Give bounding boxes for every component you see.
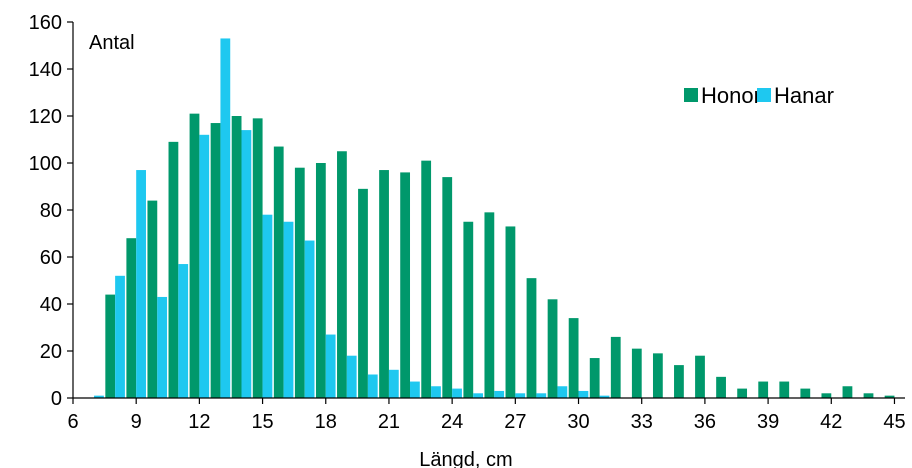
bar-honor-39 xyxy=(758,381,769,398)
x-tick-label-45: 45 xyxy=(883,411,905,433)
bar-honor-40 xyxy=(779,381,790,398)
y-tick-label-60: 60 xyxy=(40,247,62,269)
bar-hanar-28 xyxy=(536,393,547,398)
bar-honor-32 xyxy=(610,336,621,398)
bar-honor-36 xyxy=(695,355,705,398)
bar-hanar-27 xyxy=(515,393,526,398)
bar-hanar-14 xyxy=(241,130,252,398)
bar-honor-23 xyxy=(421,160,432,398)
bar-hanar-24 xyxy=(452,388,462,398)
bar-hanar-30 xyxy=(578,390,589,398)
bar-honor-22 xyxy=(400,172,411,398)
bar-honor-43 xyxy=(842,386,853,398)
y-tick-label-160: 160 xyxy=(29,12,62,34)
bar-hanar-31 xyxy=(599,395,610,398)
x-tick-label-21: 21 xyxy=(378,411,400,433)
y-axis-title: Antal xyxy=(89,32,135,54)
x-tick-label-15: 15 xyxy=(251,411,273,433)
bar-honor-18 xyxy=(315,163,326,398)
bar-honor-24 xyxy=(442,177,453,398)
bar-hanar-22 xyxy=(410,381,420,398)
bar-honor-26 xyxy=(484,212,495,398)
bar-honor-45 xyxy=(884,395,895,398)
bar-hanar-10 xyxy=(157,296,168,398)
y-tick-label-120: 120 xyxy=(29,106,62,128)
bar-honor-17 xyxy=(294,167,305,398)
bar-honor-8 xyxy=(105,294,116,398)
bar-honor-29 xyxy=(547,299,558,398)
y-tick-label-20: 20 xyxy=(40,341,62,363)
bar-honor-27 xyxy=(505,226,516,398)
bar-hanar-12 xyxy=(199,134,210,399)
bar-honor-10 xyxy=(147,200,158,398)
x-tick-label-33: 33 xyxy=(631,411,653,433)
bar-honor-19 xyxy=(337,151,347,398)
legend-label-honor: Honor xyxy=(701,83,761,108)
bar-honor-11 xyxy=(168,141,179,398)
bar-honor-13 xyxy=(210,123,221,399)
bar-honor-37 xyxy=(716,376,726,398)
bar-hanar-7 xyxy=(94,395,104,398)
bar-hanar-8 xyxy=(115,275,125,398)
x-tick-label-12: 12 xyxy=(188,411,210,433)
x-tick-label-39: 39 xyxy=(757,411,779,433)
x-tick-label-6: 6 xyxy=(67,411,78,433)
x-tick-label-36: 36 xyxy=(694,411,716,433)
bar-hanar-11 xyxy=(178,264,189,398)
bar-honor-30 xyxy=(568,318,579,398)
y-tick-label-140: 140 xyxy=(29,59,62,81)
x-tick-label-27: 27 xyxy=(504,411,526,433)
bar-honor-35 xyxy=(674,365,684,398)
bar-hanar-19 xyxy=(346,355,357,398)
bar-hanar-23 xyxy=(431,386,441,398)
bars-group xyxy=(94,38,895,399)
bar-honor-42 xyxy=(821,393,832,398)
x-tick-label-30: 30 xyxy=(567,411,589,433)
bar-honor-21 xyxy=(379,170,389,398)
bar-honor-38 xyxy=(737,388,748,398)
bar-hanar-13 xyxy=(220,38,231,398)
legend-swatch-hanar xyxy=(757,88,771,102)
bar-honor-20 xyxy=(358,188,368,398)
bar-honor-41 xyxy=(800,388,811,398)
bar-hanar-29 xyxy=(557,386,568,398)
legend: Honor Hanar xyxy=(684,83,834,108)
bar-hanar-20 xyxy=(367,374,378,398)
y-tick-label-100: 100 xyxy=(29,153,62,175)
y-tick-label-40: 40 xyxy=(40,294,62,316)
bar-honor-12 xyxy=(189,113,200,399)
bar-hanar-9 xyxy=(136,170,146,398)
bar-honor-34 xyxy=(652,353,663,398)
legend-swatch-honor xyxy=(684,88,698,102)
bar-hanar-25 xyxy=(473,393,483,398)
bar-hanar-17 xyxy=(304,240,315,398)
x-axis-title: Längd, cm xyxy=(419,449,512,468)
bar-hanar-21 xyxy=(388,369,399,398)
x-tick-label-9: 9 xyxy=(131,411,142,433)
bar-honor-25 xyxy=(463,221,474,398)
bar-honor-33 xyxy=(631,348,642,398)
bar-hanar-15 xyxy=(262,214,273,398)
bar-hanar-26 xyxy=(494,390,505,398)
y-tick-label-0: 0 xyxy=(51,388,62,410)
bar-honor-14 xyxy=(231,116,242,398)
bar-honor-44 xyxy=(863,393,874,398)
bar-honor-9 xyxy=(126,238,137,398)
bar-hanar-18 xyxy=(325,334,336,398)
bar-honor-16 xyxy=(273,146,284,398)
bar-honor-31 xyxy=(589,358,600,398)
bar-honor-28 xyxy=(526,278,537,398)
bar-hanar-16 xyxy=(283,221,294,398)
legend-label-hanar: Hanar xyxy=(774,83,834,108)
bar-honor-15 xyxy=(252,118,263,398)
y-tick-label-80: 80 xyxy=(40,200,62,222)
x-tick-label-24: 24 xyxy=(441,411,463,433)
tick-labels-group: 0 20 40 60 80 100 120 140 160 6 9 12 15 18 21 24 27 30 33 3… xyxy=(29,12,906,433)
x-tick-label-42: 42 xyxy=(820,411,842,433)
x-tick-label-18: 18 xyxy=(315,411,337,433)
